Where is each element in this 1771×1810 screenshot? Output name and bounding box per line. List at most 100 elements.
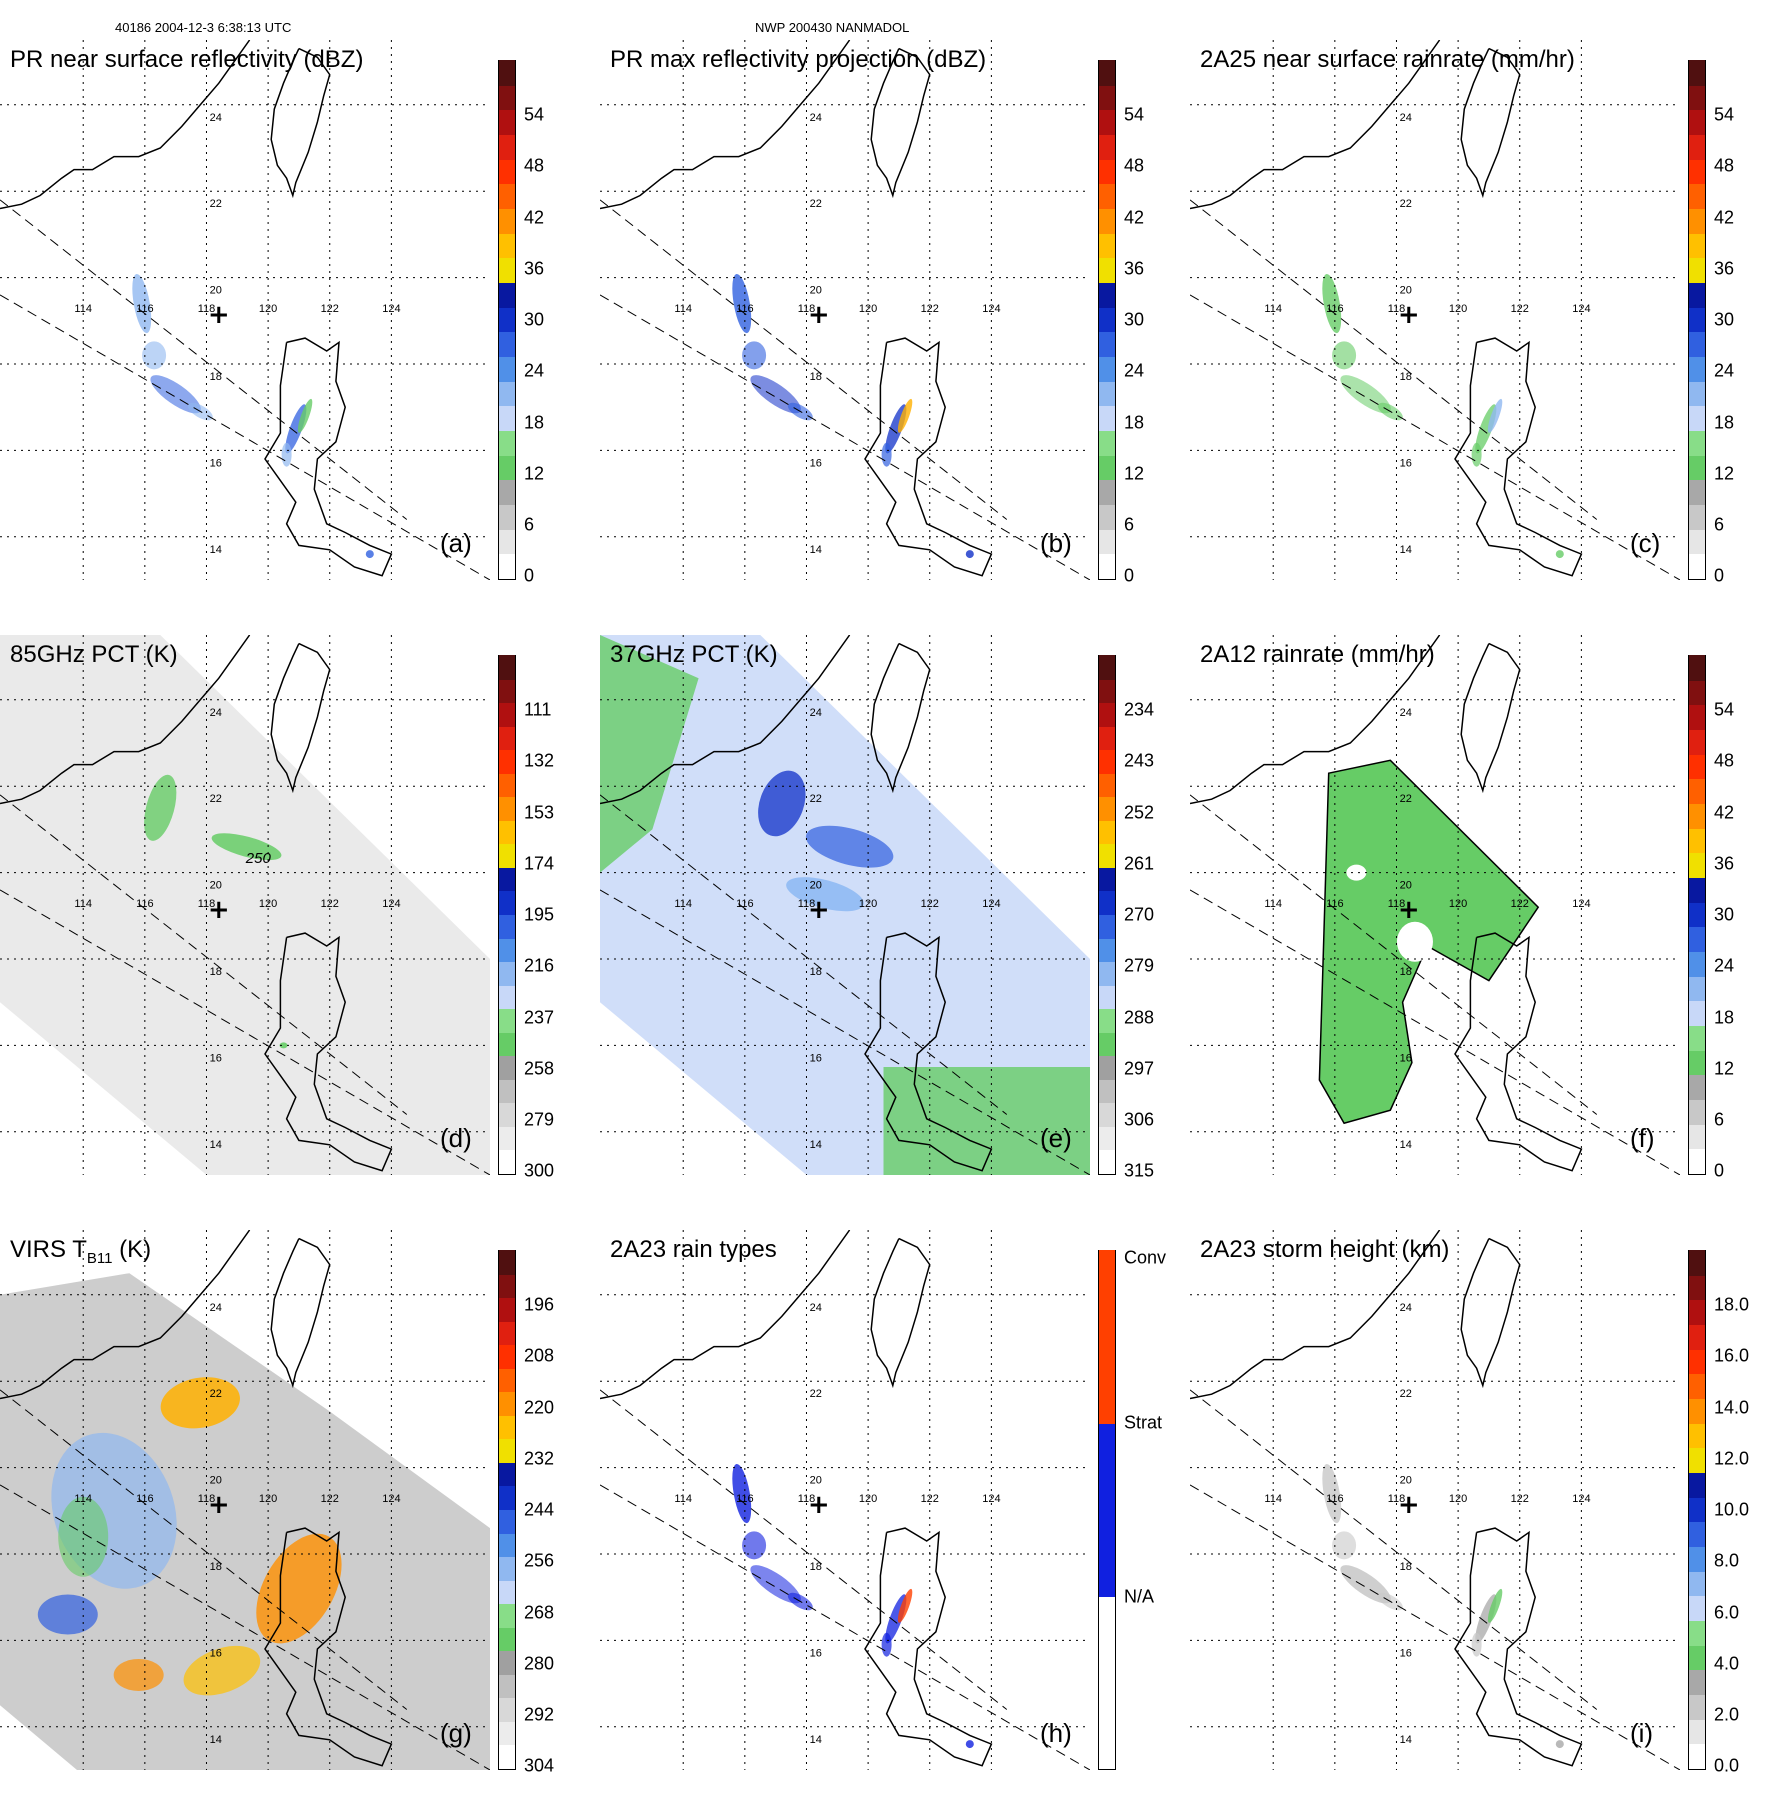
colorbar-segment	[1099, 281, 1115, 308]
colorbar-tick-label: 304	[524, 1755, 555, 1776]
lat-tick-label: 22	[810, 793, 822, 805]
storm-center-marker: +	[808, 895, 830, 925]
lat-tick-label: 18	[210, 1561, 222, 1573]
lat-tick-label: 20	[810, 1475, 822, 1487]
lat-tick-label: 20	[210, 285, 222, 297]
colorbar-segment	[1689, 876, 1705, 903]
colorbar-tick-label: 10.0	[1714, 1499, 1750, 1520]
panel-title: 2A12 rainrate (mm/hr)	[1200, 641, 1435, 668]
lon-tick-label: 120	[859, 898, 877, 910]
colorbar-segment	[1689, 728, 1705, 755]
lat-tick-label: 16	[810, 1052, 822, 1064]
lon-tick-label: 114	[1264, 303, 1282, 315]
colorbar-segment	[1689, 1373, 1705, 1399]
panel-label: (b)	[1040, 528, 1072, 558]
colorbar-tick-label: 0	[524, 565, 535, 586]
colorbar-segment	[1689, 479, 1705, 505]
panel-label: (c)	[1630, 528, 1661, 558]
lon-tick-label: 118	[1388, 1493, 1406, 1505]
colorbar-segment	[1099, 1078, 1115, 1104]
colorbar-tick-label: 6	[524, 514, 535, 535]
panel-label: (i)	[1630, 1718, 1654, 1748]
lat-tick-label: 22	[210, 1388, 222, 1400]
colorbar-segment	[499, 1508, 515, 1534]
colorbar-tick-label: 0	[1124, 565, 1135, 586]
lat-tick-label: 18	[1400, 966, 1412, 978]
colorbar-tick-label: 258	[524, 1058, 555, 1079]
lon-tick-label: 124	[382, 303, 400, 315]
colorbar-segment	[499, 1626, 515, 1652]
colorbar-segment	[1099, 429, 1115, 456]
lon-tick-label: 116	[136, 1493, 154, 1505]
colorbar-segment	[1689, 1348, 1705, 1375]
colorbar-segment	[1689, 1098, 1705, 1125]
lon-tick-label: 122	[921, 1493, 939, 1505]
colorbar-segment	[1689, 1249, 1705, 1276]
lon-tick-label: 116	[736, 303, 754, 315]
colorbar-segment	[1099, 654, 1115, 680]
lon-tick-label: 120	[1449, 303, 1467, 315]
colorbar-segment	[499, 183, 515, 209]
colorbar-segment	[1099, 380, 1115, 407]
colorbar-segment	[1689, 1644, 1705, 1671]
colorbar-segment	[499, 1320, 515, 1346]
colorbar-segment	[1689, 503, 1705, 530]
colorbar-segment	[499, 281, 515, 308]
colorbar-tick-label: 12	[1124, 463, 1145, 484]
colorbar-segment	[499, 454, 515, 481]
lon-tick-label: 118	[798, 303, 816, 315]
colorbar-segment	[1689, 1299, 1705, 1325]
colorbar-segment	[499, 937, 515, 963]
china-coastline	[0, 635, 251, 805]
colorbar-segment	[499, 1485, 515, 1510]
colorbar-segment	[1099, 1595, 1115, 1769]
colorbar-segment	[1099, 725, 1115, 751]
colorbar-segment	[1099, 479, 1115, 505]
panel-label: (h)	[1040, 1718, 1072, 1748]
colorbar-segment	[1689, 1074, 1705, 1100]
colorbar-segment	[499, 1008, 515, 1033]
lon-tick-label: 124	[382, 1493, 400, 1505]
colorbar-segment	[1689, 1743, 1705, 1769]
colorbar-segment	[1689, 1397, 1705, 1424]
lat-tick-label: 24	[810, 112, 822, 124]
colorbar-tick-label: 42	[1714, 207, 1735, 228]
lat-tick-label: 16	[1400, 457, 1412, 469]
lat-tick-label: 22	[810, 198, 822, 210]
colorbar-tick-label: 111	[524, 699, 552, 720]
lat-tick-label: 16	[210, 1052, 222, 1064]
storm-center-marker: +	[808, 1490, 830, 1520]
colorbar-segment	[499, 133, 515, 160]
colorbar-tick-label: 256	[524, 1550, 555, 1571]
colorbar-segment	[499, 1720, 515, 1746]
colorbar-segment	[1099, 331, 1115, 357]
panel-f: 114 116 118 120 122 124 24 22 20 18 16 14 +2A12 rain…	[1190, 635, 1770, 1215]
colorbar-tick-label: 270	[1124, 904, 1155, 925]
colorbar-segment	[499, 158, 515, 185]
colorbar-segment	[1689, 380, 1705, 407]
colorbar-segment	[1689, 950, 1705, 977]
storm-header: NWP 200430 NANMADOL	[755, 20, 910, 35]
colorbar-segment	[1099, 961, 1115, 986]
map-a: 114 116 118 120 122 124 24 22 20 18 16 14 +	[0, 40, 490, 580]
taiwan-coastline	[870, 1237, 931, 1389]
lat-tick-label: 18	[810, 1561, 822, 1573]
luzon-coastline	[1454, 932, 1583, 1172]
lat-tick-label: 16	[210, 457, 222, 469]
lon-tick-label: 122	[1511, 1493, 1529, 1505]
panel-label: (g)	[440, 1718, 472, 1748]
colorbar-segment	[1099, 1423, 1115, 1597]
colorbar-segment	[1099, 306, 1115, 333]
colorbar-segment	[1689, 679, 1705, 706]
colorbar-segment	[1689, 975, 1705, 1002]
map-b: 114 116 118 120 122 124 24 22 20 18 16 14 +	[600, 40, 1090, 580]
colorbar-tick-label: 12.0	[1714, 1448, 1750, 1469]
colorbar-segment	[499, 1273, 515, 1299]
colorbar-segment	[499, 654, 515, 680]
colorbar-segment	[1099, 503, 1115, 530]
colorbar-segment	[1689, 1545, 1705, 1572]
colorbar-segment	[499, 429, 515, 456]
colorbar-segment	[1099, 183, 1115, 209]
lat-tick-label: 14	[1400, 1139, 1412, 1151]
lon-tick-label: 114	[674, 898, 692, 910]
